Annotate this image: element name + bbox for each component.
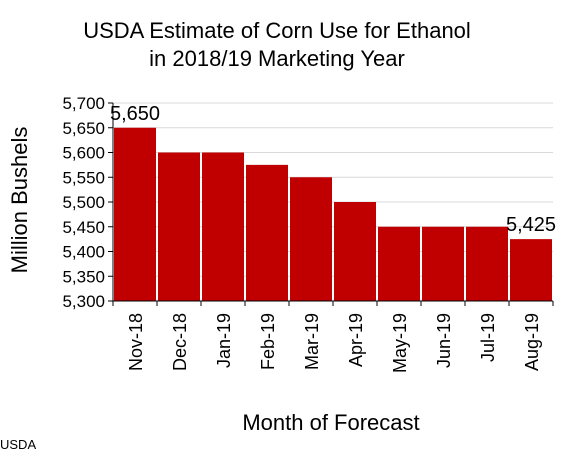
chart-title-line-1: USDA Estimate of Corn Use for Ethanol bbox=[83, 18, 471, 43]
x-tick-label: Jul-19 bbox=[478, 313, 498, 362]
y-tick-label: 5,650 bbox=[62, 119, 105, 138]
x-tick-label: Nov-18 bbox=[126, 313, 146, 371]
x-tick-label: Jan-19 bbox=[214, 313, 234, 368]
y-tick-label: 5,700 bbox=[62, 94, 105, 113]
y-tick-label: 5,500 bbox=[62, 193, 105, 212]
source-note: USDA bbox=[0, 437, 37, 452]
data-label: 5,650 bbox=[110, 103, 160, 125]
x-tick-label: Dec-18 bbox=[170, 313, 190, 371]
bar-feb-19 bbox=[246, 164, 288, 301]
bar-jan-19 bbox=[202, 152, 244, 301]
bar-nov-18 bbox=[114, 127, 156, 301]
x-tick-label: May-19 bbox=[390, 313, 410, 373]
bar-aug-19 bbox=[510, 239, 552, 301]
y-tick-label: 5,550 bbox=[62, 168, 105, 187]
y-tick-labels: 5,300 5,350 5,400 5,450 5,500 5,550 5,600 5,650… bbox=[62, 94, 113, 311]
x-tick-labels: Nov-18 Dec-18 Jan-19 Feb-19 Mar-19 Apr-19 May-… bbox=[112, 301, 554, 373]
x-tick-label: Feb-19 bbox=[258, 313, 278, 370]
bar-jul-19 bbox=[466, 226, 508, 301]
data-labels: 5,650 5,425 bbox=[110, 103, 556, 236]
x-tick-label: Aug-19 bbox=[522, 313, 542, 371]
x-tick-label: Mar-19 bbox=[302, 313, 322, 370]
data-label: 5,425 bbox=[506, 214, 556, 236]
y-tick-label: 5,400 bbox=[62, 243, 105, 262]
bar-apr-19 bbox=[334, 202, 376, 301]
y-tick-label: 5,350 bbox=[62, 267, 105, 286]
y-tick-label: 5,300 bbox=[62, 292, 105, 311]
y-tick-label: 5,450 bbox=[62, 218, 105, 237]
y-axis-label: Million Bushels bbox=[7, 127, 32, 274]
x-tick-label: Apr-19 bbox=[346, 313, 366, 367]
chart-title-line-2: in 2018/19 Marketing Year bbox=[149, 46, 405, 71]
x-tick-label: Jun-19 bbox=[434, 313, 454, 368]
bar-may-19 bbox=[378, 226, 420, 301]
bars bbox=[114, 127, 552, 301]
bar-jun-19 bbox=[422, 226, 464, 301]
x-axis-label: Month of Forecast bbox=[242, 410, 419, 435]
bar-mar-19 bbox=[290, 177, 332, 301]
y-tick-label: 5,600 bbox=[62, 144, 105, 163]
bar-dec-18 bbox=[158, 152, 200, 301]
